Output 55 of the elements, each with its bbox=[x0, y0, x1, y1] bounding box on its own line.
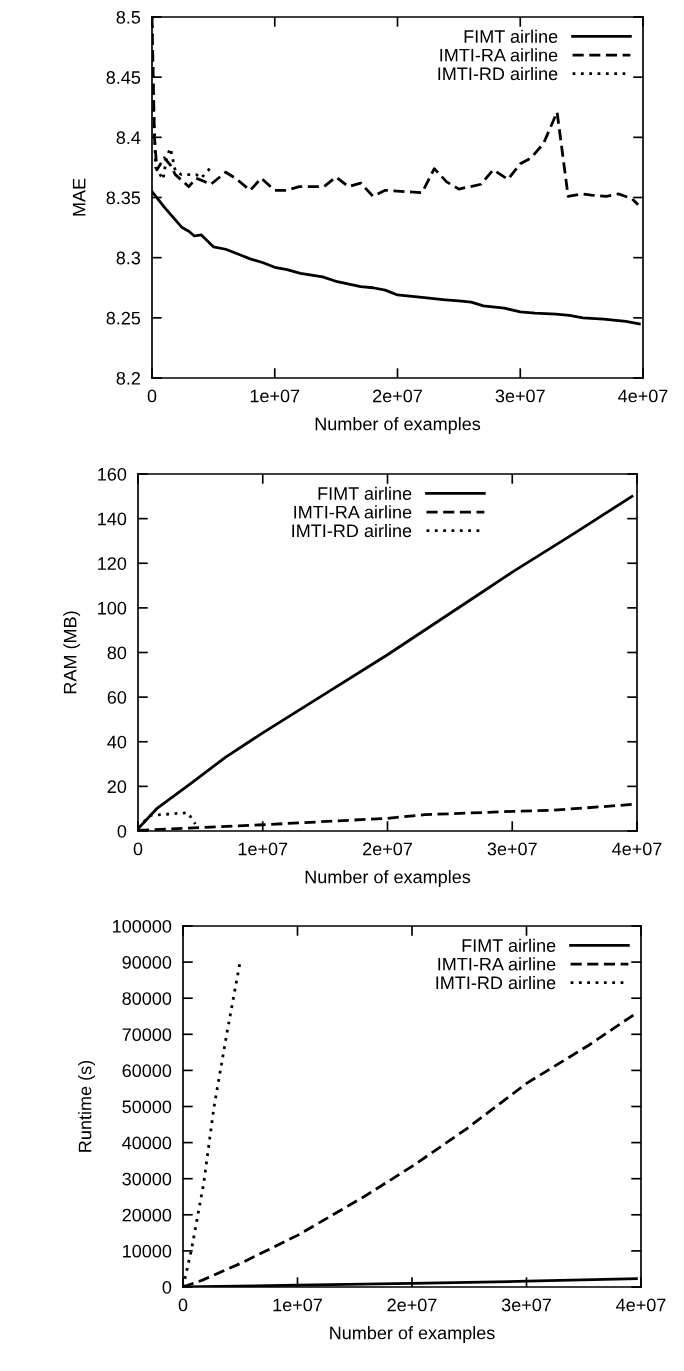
x-tick-label: 2e+07 bbox=[363, 842, 412, 856]
x-tick-label: 3e+07 bbox=[501, 1298, 551, 1312]
x-tick-label: 2e+07 bbox=[373, 389, 422, 403]
x-axis-title: Number of examples bbox=[315, 417, 481, 434]
y-tick-label: 100 bbox=[98, 601, 127, 615]
legend-label: FIMT airline bbox=[462, 938, 556, 952]
x-tick-label: 4e+07 bbox=[612, 842, 662, 856]
x-tick-label: 1e+07 bbox=[250, 389, 300, 403]
y-tick-label: 0 bbox=[162, 1280, 172, 1294]
y-tick-label: 10000 bbox=[123, 1244, 172, 1258]
y-tick-label: 8.45 bbox=[106, 71, 141, 84]
y-tick-label: 40000 bbox=[122, 1136, 172, 1150]
legend-label: IMTI-RD airline bbox=[438, 66, 558, 81]
y-tick-label: 8.4 bbox=[116, 131, 141, 145]
x-tick-label: 4e+07 bbox=[618, 389, 668, 403]
x-tick-label: 3e+07 bbox=[495, 389, 545, 403]
y-tick-label: 30000 bbox=[122, 1172, 172, 1186]
y-tick-label: 20 bbox=[107, 780, 127, 794]
y-tick-label: 160 bbox=[98, 467, 127, 481]
y-tick-label: 100000 bbox=[113, 919, 172, 933]
y-tick-label: 8.25 bbox=[106, 311, 141, 325]
y-tick-label: 140 bbox=[98, 512, 127, 526]
x-tick-label: 1e+07 bbox=[238, 842, 288, 856]
y-tick-label: 80000 bbox=[122, 992, 172, 1005]
y-axis-title: RAM (MB) bbox=[63, 611, 81, 694]
x-tick-label: 2e+07 bbox=[387, 1298, 437, 1312]
y-tick-label: 8.35 bbox=[106, 191, 141, 205]
y-tick-label: 60000 bbox=[122, 1064, 172, 1078]
y-tick-label: 8.3 bbox=[116, 251, 141, 265]
y-tick-label: 40 bbox=[107, 735, 127, 749]
x-tick-label: 3e+07 bbox=[487, 842, 537, 856]
x-tick-label: 0 bbox=[178, 1298, 188, 1312]
legend-label: IMTI-RA airline bbox=[440, 48, 558, 62]
legend-label: IMTI-RD airline bbox=[292, 523, 412, 538]
x-tick-label: 4e+07 bbox=[616, 1298, 666, 1312]
y-tick-label: 20000 bbox=[122, 1208, 172, 1222]
y-tick-label: 50000 bbox=[122, 1100, 172, 1114]
legend-label: IMTI-RA airline bbox=[438, 957, 556, 971]
y-tick-label: 70000 bbox=[122, 1028, 172, 1042]
y-tick-label: 8.5 bbox=[116, 10, 141, 24]
y-tick-label: 120 bbox=[98, 557, 127, 570]
x-axis-title: Number of examples bbox=[305, 870, 471, 887]
y-tick-label: 0 bbox=[117, 824, 127, 838]
y-axis-title: Runtime (s) bbox=[78, 1060, 95, 1152]
y-tick-label: 90000 bbox=[122, 956, 172, 969]
legend-label: FIMT airline bbox=[464, 29, 558, 43]
legend-label: IMTI-RD airline bbox=[436, 975, 556, 990]
x-tick-label: 1e+07 bbox=[273, 1298, 322, 1312]
y-axis-title: MAE bbox=[72, 178, 86, 216]
legend-label: FIMT airline bbox=[318, 486, 412, 500]
y-tick-label: 60 bbox=[107, 691, 127, 704]
legend-label: IMTI-RA airline bbox=[294, 505, 412, 519]
y-tick-label: 80 bbox=[107, 646, 127, 660]
y-tick-label: 8.2 bbox=[116, 371, 140, 385]
x-axis-title: Number of examples bbox=[330, 1326, 495, 1343]
